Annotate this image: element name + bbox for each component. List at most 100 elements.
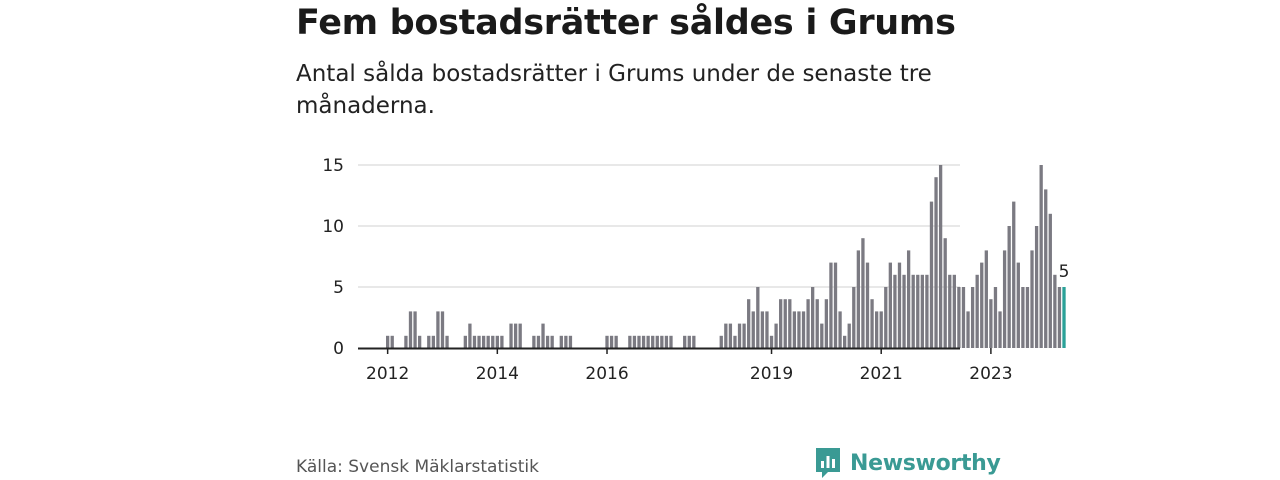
bar: [1030, 250, 1034, 348]
bar: [779, 299, 783, 348]
bar: [632, 335, 637, 348]
bar: [477, 335, 481, 348]
bar: [1012, 201, 1016, 348]
bar: [1021, 287, 1025, 348]
bar: [961, 287, 966, 348]
bar: [852, 287, 856, 348]
bar: [984, 250, 988, 348]
bar: [916, 274, 920, 348]
bar: [518, 323, 522, 348]
bar: [1053, 274, 1057, 348]
bar: [952, 274, 956, 348]
bar: [847, 323, 851, 348]
bar: [897, 262, 902, 348]
bar: [532, 335, 536, 348]
bar: [797, 311, 801, 348]
bar: [838, 311, 842, 348]
newsworthy-logo-icon: [816, 448, 840, 478]
bar: [1044, 189, 1048, 348]
bar: [806, 299, 810, 348]
bar: [495, 335, 499, 348]
bar: [660, 335, 664, 348]
bar: [861, 238, 865, 348]
bar: [938, 165, 943, 348]
bar: [472, 335, 477, 348]
bar: [824, 299, 829, 348]
newsworthy-logo[interactable]: Newsworthy: [814, 446, 1001, 480]
bar: [413, 311, 417, 348]
bar: [733, 335, 737, 348]
bar: [724, 323, 728, 348]
bar: [989, 299, 993, 348]
bar: [747, 299, 751, 348]
bar: [545, 335, 550, 348]
chart-subtitle: Antal sålda bostadsrätter i Grums under …: [296, 61, 932, 119]
bar: [801, 311, 806, 348]
bar: [509, 323, 513, 348]
bar: [427, 335, 431, 348]
bar: [468, 323, 472, 348]
bar: [728, 323, 733, 348]
bar: [811, 287, 815, 348]
bar: [783, 299, 787, 348]
annotations: 5: [1059, 262, 1070, 282]
bar: [609, 335, 614, 348]
bar: [669, 335, 673, 348]
bar: [760, 311, 765, 348]
bar: [1034, 226, 1039, 348]
bar: [664, 335, 669, 348]
bar: [879, 311, 883, 348]
bar: [463, 335, 467, 348]
bar: [564, 335, 568, 348]
x-tick-label: 2023: [969, 364, 1012, 384]
bar: [1048, 213, 1052, 348]
bar: [1016, 262, 1020, 348]
bar: [431, 335, 435, 348]
bar: [614, 335, 618, 348]
bar: [820, 323, 824, 348]
bar: [943, 238, 947, 348]
bar: [637, 335, 641, 348]
bar: [719, 335, 723, 348]
bar: [884, 287, 888, 348]
bar: [865, 262, 870, 348]
bar: [893, 274, 897, 348]
bar: [957, 287, 961, 348]
bar: [445, 335, 449, 348]
y-axis-ticks: 0 5 10 15: [322, 156, 344, 359]
bar: [765, 311, 769, 348]
y-tick-label: 5: [333, 278, 344, 298]
bar: [408, 311, 413, 348]
bar: [993, 287, 998, 348]
bar: [774, 323, 778, 348]
bar: [756, 287, 760, 348]
bar: [491, 335, 495, 348]
bar: [970, 287, 975, 348]
bar: [651, 335, 655, 348]
bar: [536, 335, 541, 348]
bar: [683, 335, 687, 348]
bar: [687, 335, 691, 348]
bar: [742, 323, 746, 348]
bar: [641, 335, 646, 348]
bar: [843, 335, 847, 348]
bar: [998, 311, 1002, 348]
bar: [486, 335, 490, 348]
x-tick-label: 2012: [366, 364, 409, 384]
bar: [815, 299, 819, 348]
bar: [568, 335, 573, 348]
bar: [980, 262, 984, 348]
bar: [934, 177, 938, 348]
y-tick-label: 15: [322, 156, 344, 176]
bar: [966, 311, 970, 348]
chart-title: Fem bostadsrätter såldes i Grums: [296, 3, 956, 43]
gridlines: [358, 164, 960, 288]
bar: [655, 335, 659, 348]
bar: [628, 335, 632, 348]
bar: [920, 274, 924, 348]
x-tick-label: 2019: [750, 364, 793, 384]
bar: [906, 250, 911, 348]
y-tick-label: 0: [333, 339, 344, 359]
bar: [975, 274, 979, 348]
bar: [646, 335, 650, 348]
